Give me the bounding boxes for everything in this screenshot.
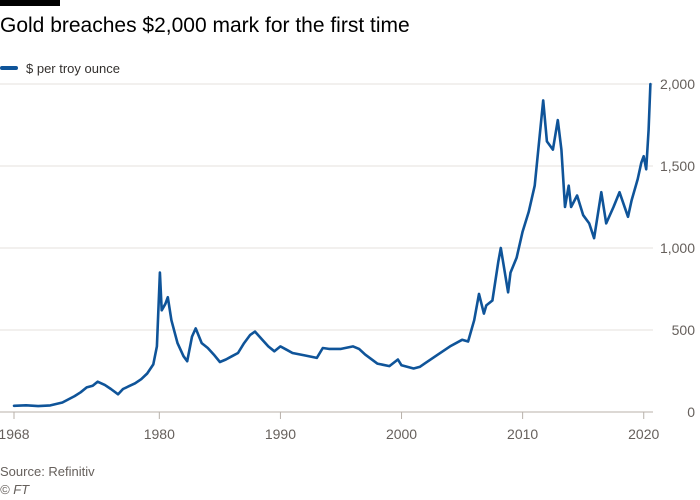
x-tick-label: 2020 — [628, 426, 659, 442]
source-note: Source: Refinitiv — [0, 464, 95, 479]
chart-plot: 1968 1980 1990 2000 2010 2020 0 500 1,000 1,500 2… — [0, 76, 695, 442]
brand-bar — [0, 0, 60, 6]
y-tick-label: 1,500 — [660, 158, 695, 174]
x-tick-label: 2000 — [386, 426, 417, 442]
legend: $ per troy ounce — [0, 60, 120, 76]
y-tick-label: 0 — [687, 404, 695, 420]
x-tick-label: 1980 — [144, 426, 175, 442]
legend-label: $ per troy ounce — [26, 60, 120, 76]
gridlines — [0, 83, 653, 413]
y-tick-label: 500 — [672, 322, 696, 338]
x-axis: 1968 1980 1990 2000 2010 2020 — [0, 412, 660, 442]
y-tick-label: 2,000 — [660, 76, 695, 92]
x-tick-label: 1968 — [0, 426, 30, 442]
y-axis: 0 500 1,000 1,500 2,000 — [660, 76, 695, 420]
legend-swatch — [0, 66, 18, 70]
gold-price-line — [12, 82, 652, 408]
x-tick-label: 1990 — [265, 426, 296, 442]
y-tick-label: 1,000 — [660, 240, 695, 256]
credit-note: © FT — [0, 482, 30, 497]
x-tick-label: 2010 — [507, 426, 538, 442]
chart-title: Gold breaches $2,000 mark for the first … — [0, 14, 410, 37]
